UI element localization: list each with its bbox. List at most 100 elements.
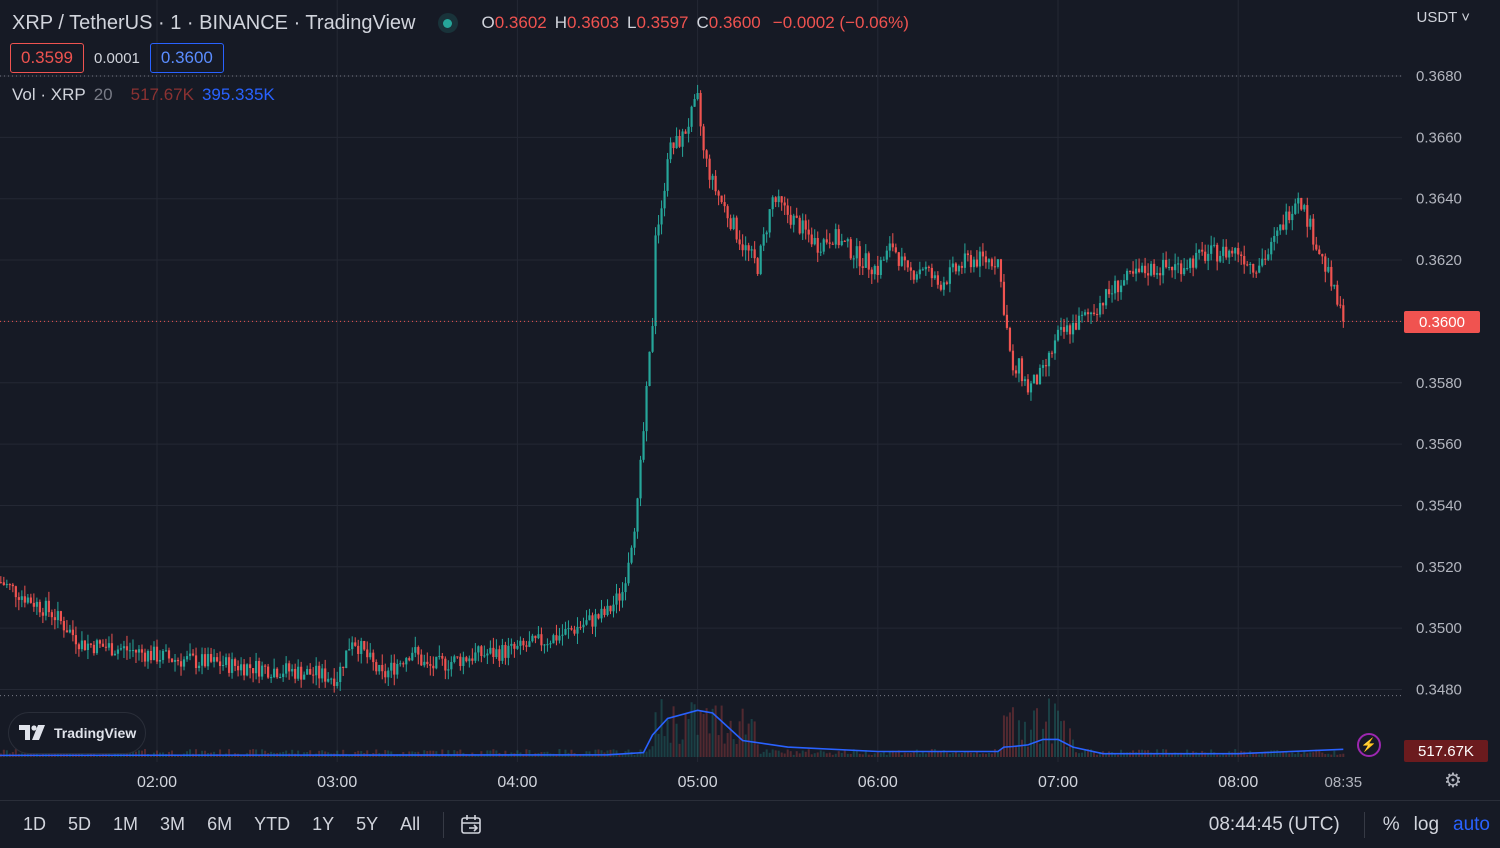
candle-body xyxy=(702,126,705,151)
volume-bar xyxy=(804,751,807,757)
candle-body xyxy=(477,646,480,653)
candle-body xyxy=(408,658,411,661)
candle-body xyxy=(714,175,717,192)
candle-body xyxy=(771,197,774,210)
candle-body xyxy=(456,656,459,658)
volume-bar xyxy=(750,719,753,757)
volume-bar xyxy=(630,751,633,757)
auto-scale-button[interactable]: auto xyxy=(1453,813,1490,835)
range-1y[interactable]: 1Y xyxy=(312,814,335,834)
candle-body xyxy=(582,624,585,628)
goto-date-icon[interactable] xyxy=(460,814,484,836)
volume-bar xyxy=(360,751,363,757)
candle-body xyxy=(158,659,162,662)
candle-body xyxy=(693,99,696,107)
candle-body xyxy=(465,657,468,662)
volume-bar xyxy=(291,749,294,757)
volume-bar xyxy=(696,734,699,757)
candle-body xyxy=(735,217,738,240)
candle-body xyxy=(1213,244,1216,246)
candle-body xyxy=(642,431,645,460)
buy-button[interactable]: 0.3600 xyxy=(149,43,224,73)
candle-body xyxy=(1095,314,1099,316)
candle-body xyxy=(306,669,309,675)
candle-body xyxy=(597,614,600,619)
volume-bar xyxy=(855,750,858,757)
volume-bar xyxy=(948,753,951,757)
percent-scale-button[interactable]: % xyxy=(1382,813,1400,835)
candle-body xyxy=(1101,303,1105,306)
range-5y[interactable]: 5Y xyxy=(356,814,379,834)
candle-body xyxy=(8,584,11,586)
price-chart[interactable]: 0.3680 0.3660 0.3640 0.3620 0.3600 0.3580 0.35… xyxy=(0,0,1500,800)
candle-body xyxy=(846,239,849,242)
volume-bar xyxy=(1237,752,1240,757)
range-5d[interactable]: 5D xyxy=(68,814,92,834)
high-low-lines xyxy=(0,75,1402,697)
clock[interactable]: 08:44:45 (UTC) xyxy=(1208,813,1340,835)
candle-body xyxy=(453,656,456,663)
candle-body xyxy=(444,658,447,671)
candle-body xyxy=(221,664,225,666)
volume-bar xyxy=(792,754,795,757)
volume-bar xyxy=(822,751,825,757)
candle-body xyxy=(954,263,957,272)
log-scale-button[interactable]: log xyxy=(1413,813,1440,835)
candle-body xyxy=(516,645,519,649)
lightning-icon[interactable]: ⚡ xyxy=(1357,733,1381,757)
volume-bar xyxy=(858,753,861,757)
candle-body xyxy=(1002,281,1006,315)
candle-body xyxy=(1264,258,1267,260)
volume-bar xyxy=(1339,754,1342,757)
range-6m[interactable]: 6M xyxy=(207,814,233,834)
candle-body xyxy=(1017,358,1021,374)
range-3m[interactable]: 3M xyxy=(160,814,186,834)
volume-bar xyxy=(1183,754,1186,757)
candle-body xyxy=(1303,205,1306,210)
symbol-title[interactable]: XRP / TetherUS · 1 · BINANCE · TradingVi… xyxy=(12,11,416,34)
volume-legend[interactable]: Vol · XRP 20 517.67K 395.335K xyxy=(12,85,275,104)
candle-body xyxy=(573,629,576,634)
candle-body xyxy=(1240,254,1243,257)
candle-body xyxy=(128,650,132,652)
candle-body xyxy=(699,93,702,127)
candle-body xyxy=(56,611,59,621)
volume-bar xyxy=(426,751,429,757)
spread-value: 0.0001 xyxy=(94,49,140,67)
volume-bar xyxy=(981,753,984,757)
candle-body xyxy=(534,635,537,639)
volume-bar xyxy=(1008,712,1011,757)
range-1d[interactable]: 1D xyxy=(23,814,47,834)
range-all[interactable]: All xyxy=(400,814,421,834)
volume-bar xyxy=(1255,753,1258,757)
candle-body xyxy=(1285,211,1288,230)
candle-body xyxy=(387,670,390,678)
sell-button[interactable]: 0.3599 xyxy=(10,43,84,73)
volume-bar xyxy=(516,750,519,757)
candle-body xyxy=(414,647,417,653)
candle-body xyxy=(1116,280,1120,293)
candle-body xyxy=(233,659,237,666)
volume-bar xyxy=(705,708,708,757)
candle-body xyxy=(462,657,465,667)
volume-bar xyxy=(957,753,960,757)
candle-body xyxy=(492,647,495,658)
candle-body xyxy=(843,240,846,242)
volume-bar xyxy=(504,750,507,757)
currency-selector[interactable]: USDT ˅ xyxy=(1416,9,1471,26)
candle-body xyxy=(828,242,831,244)
candle-body xyxy=(327,678,330,682)
candle-body xyxy=(762,234,765,246)
gear-icon[interactable]: ⚙ xyxy=(1444,770,1462,792)
range-1m[interactable]: 1M xyxy=(113,814,139,834)
volume-bar xyxy=(264,750,267,757)
volume-bar xyxy=(1207,752,1210,757)
range-ytd[interactable]: YTD xyxy=(254,814,291,834)
tradingview-badge[interactable]: TradingView xyxy=(8,712,146,754)
candle-body xyxy=(309,669,312,675)
candle-body xyxy=(122,646,126,649)
candle-body xyxy=(915,274,918,280)
candle-body xyxy=(336,682,339,686)
volume-bar xyxy=(861,754,864,757)
candle-body xyxy=(1237,248,1240,255)
